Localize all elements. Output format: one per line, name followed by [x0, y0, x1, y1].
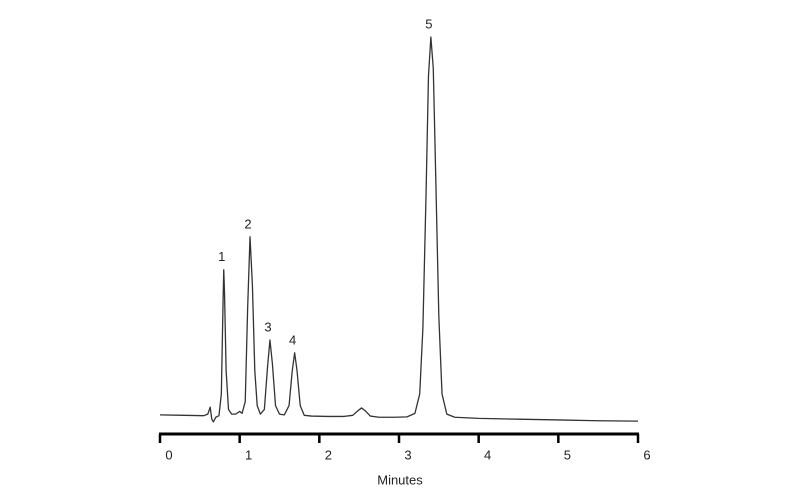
x-tick-label: 1: [245, 447, 252, 462]
chromatogram-trace: [159, 36, 639, 423]
x-tick-label: 5: [564, 447, 571, 462]
x-tick-label: 6: [643, 447, 650, 462]
peak-label: 5: [425, 16, 432, 31]
x-tick-label: 2: [325, 447, 332, 462]
x-tick-label: 3: [404, 447, 411, 462]
peak-label: 1: [218, 249, 225, 264]
peak-label: 2: [244, 216, 251, 231]
x-tick-label: 0: [165, 447, 172, 462]
x-axis-label: Minutes: [377, 472, 423, 487]
x-tick-label: 4: [484, 447, 491, 462]
peak-label: 3: [264, 319, 271, 334]
peak-label: 4: [289, 332, 296, 347]
